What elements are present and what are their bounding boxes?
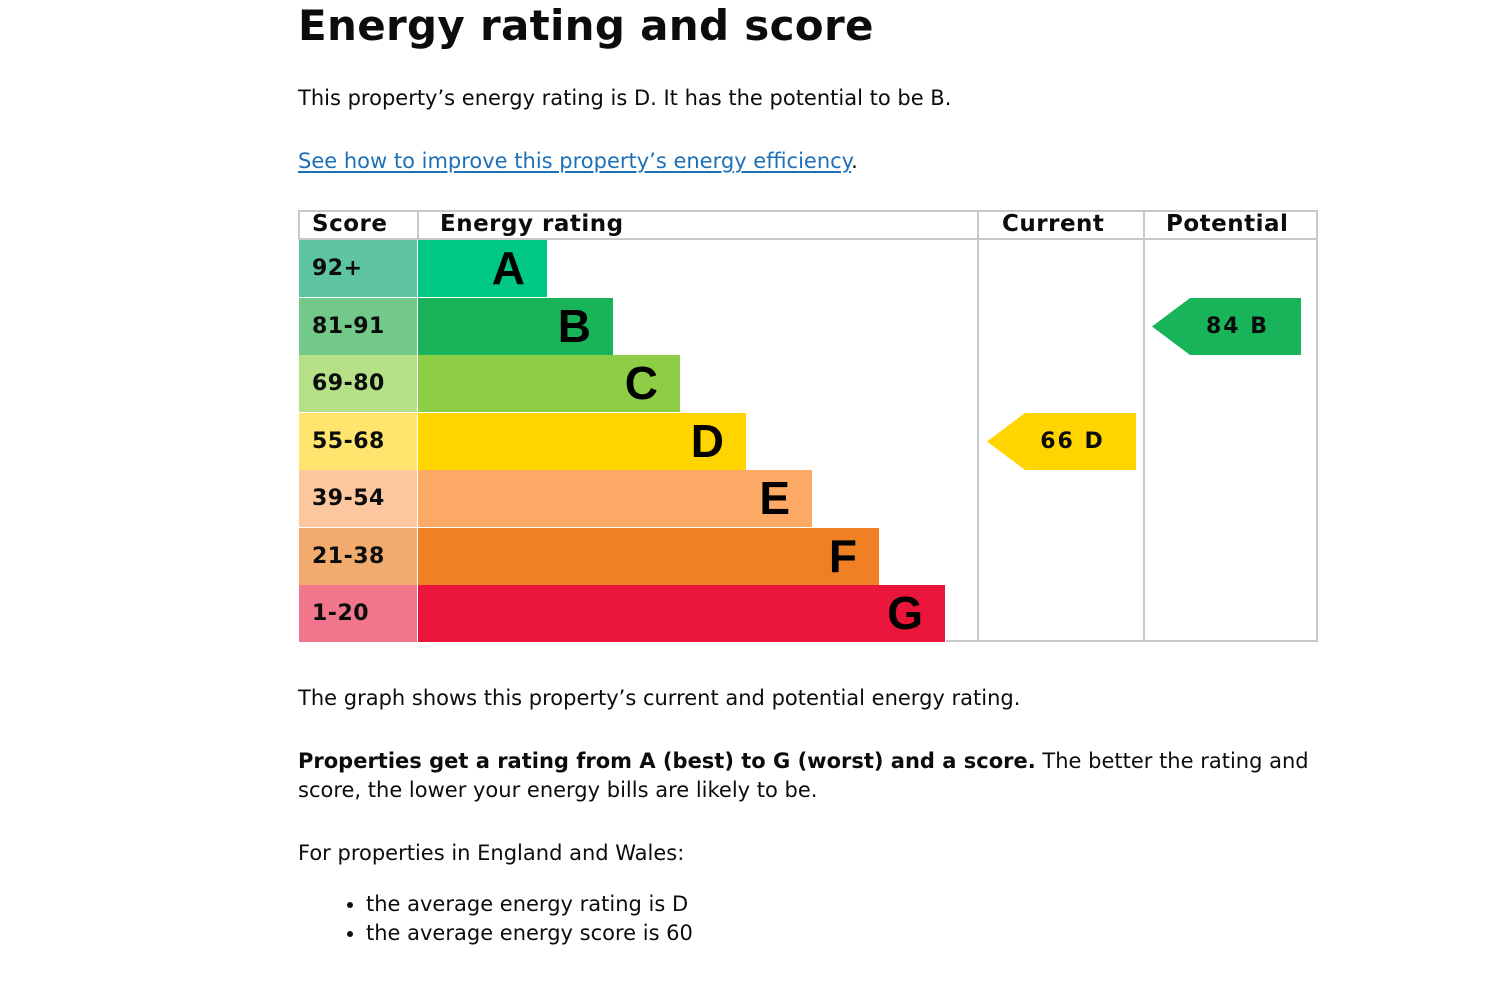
rating-explanation: Properties get a rating from A (best) to… [298,747,1318,805]
rating-explanation-bold: Properties get a rating from A (best) to… [298,749,1036,773]
rating-bar-g: G [418,585,945,642]
score-range-b: 81-91 [299,298,417,355]
rating-letter-d: D [690,415,724,467]
chart-bottom-border [946,640,1318,642]
rating-letter-c: C [624,357,658,409]
rating-bar-d: D [418,413,746,470]
score-range-g: 1-20 [299,585,417,642]
score-range-d: 55-68 [299,413,417,470]
score-range-e: 39-54 [299,470,417,527]
list-item: the average energy score is 60 [366,919,693,948]
rating-letter-b: B [557,300,591,352]
rating-letter-f: F [828,530,857,582]
rating-bar-c: C [418,355,680,412]
rating-bar-e: E [418,470,812,527]
score-range-f: 21-38 [299,528,417,585]
chart-right-border [1316,210,1318,642]
header-current: Current [1002,211,1105,237]
score-range-c: 69-80 [299,355,417,412]
potential-rating-label: 84 B [1205,314,1270,339]
header-score: Score [312,211,388,237]
current-rating-label: 66 D [1040,429,1105,454]
rating-explanation-rest: The better the rating and score, the low… [298,749,1309,802]
improve-efficiency-link[interactable]: See how to improve this property’s energ… [298,149,852,173]
header-energy-rating: Energy rating [440,211,624,237]
score-range-a: 92+ [299,240,417,297]
rating-letter-a: A [491,242,525,294]
improve-paragraph: See how to improve this property’s energ… [298,147,858,176]
improve-period: . [851,149,858,173]
graph-note: The graph shows this property’s current … [298,686,1021,710]
chart-potential-divider [1143,210,1145,642]
england-wales-intro: For properties in England and Wales: [298,841,685,865]
chart-header-divider [298,238,1318,240]
rating-letter-g: G [887,587,923,639]
chart-score-divider [417,210,419,240]
chart-left-border [298,210,300,240]
list-item: the average energy rating is D [366,890,693,919]
rating-bar-b: B [418,298,613,355]
rating-bar-a: A [418,240,547,297]
header-potential: Potential [1166,211,1289,237]
averages-list: the average energy rating is D the avera… [330,890,693,948]
chart-top-border [298,210,1318,212]
rating-summary: This property’s energy rating is D. It h… [298,86,952,110]
rating-letter-e: E [759,472,790,524]
chart-current-divider [977,210,979,642]
potential-rating-arrow: 84 B [1152,298,1301,355]
page-title: Energy rating and score [298,1,874,50]
rating-bar-f: F [418,528,879,585]
current-rating-arrow: 66 D [987,413,1136,470]
